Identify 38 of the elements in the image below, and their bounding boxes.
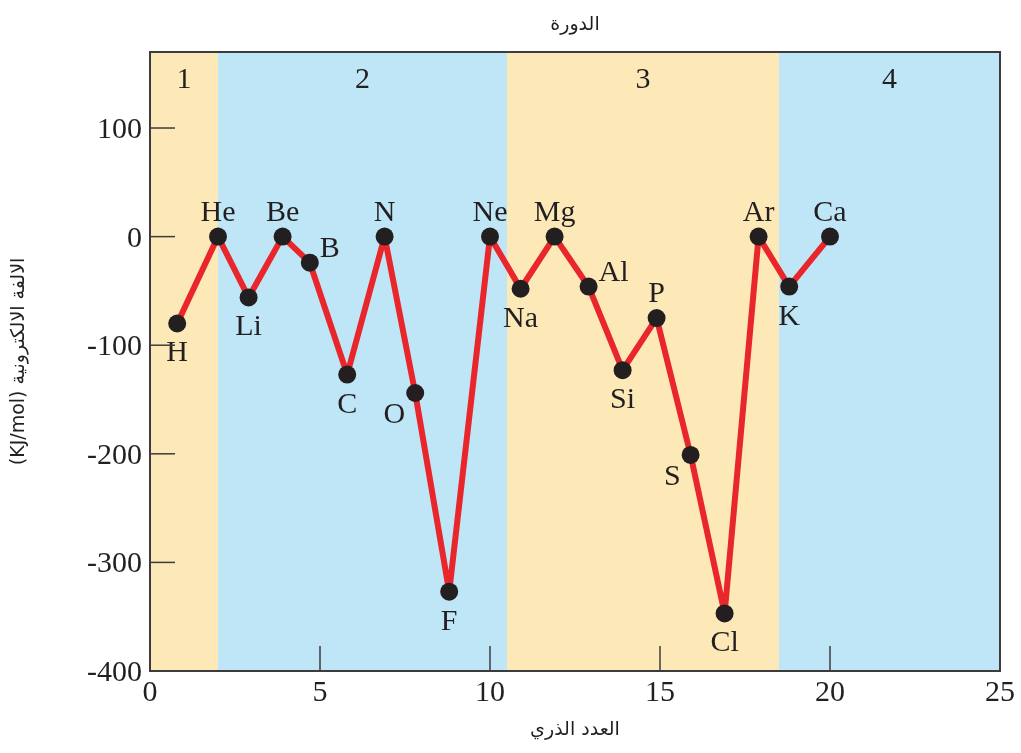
y-tick-label: -100 [87,328,142,362]
band-label: 4 [882,61,897,94]
y-tick-label: -200 [87,436,142,470]
y-tick-label: -300 [87,545,142,579]
x-axis-title: العدد الذري [530,717,620,740]
x-tick-label: 25 [985,674,1015,707]
annotation: Be [265,193,300,227]
annotation: He [200,193,236,227]
y-tick-label: 100 [97,111,142,145]
annotation: F [440,602,458,636]
x-tick-label: 5 [312,674,328,707]
x-tick-label: 10 [475,674,505,707]
annotation: Si [610,381,636,415]
y-tick-label: 0 [127,219,142,253]
x-tick-label: 20 [815,674,845,707]
annotation: P [648,275,665,309]
x-tick-label: 15 [645,674,675,707]
annotation: Mg [533,193,576,227]
annotation: C [337,385,358,419]
chart-title: الدورة [550,12,600,35]
annotation: Al [598,253,629,287]
band-label: 2 [355,61,370,94]
annotation: H [166,334,189,368]
band-label: 1 [176,61,192,94]
annotation: Ne [472,193,508,227]
annotation: B [319,229,340,263]
annotation: Ar [742,193,775,227]
annotation: Na [503,299,539,333]
y-tick-label: -400 [87,654,142,687]
annotation: O [383,395,406,429]
annotation: S [663,457,681,491]
annotation: Cl [710,624,739,658]
annotation: K [778,297,801,331]
annotation: Ca [813,193,847,227]
band-label: 3 [635,61,651,94]
y-axis-title: الالفة الالكترونية (KJ/mol) [6,257,29,466]
annotation: Li [235,308,262,342]
annotation: N [373,193,396,227]
